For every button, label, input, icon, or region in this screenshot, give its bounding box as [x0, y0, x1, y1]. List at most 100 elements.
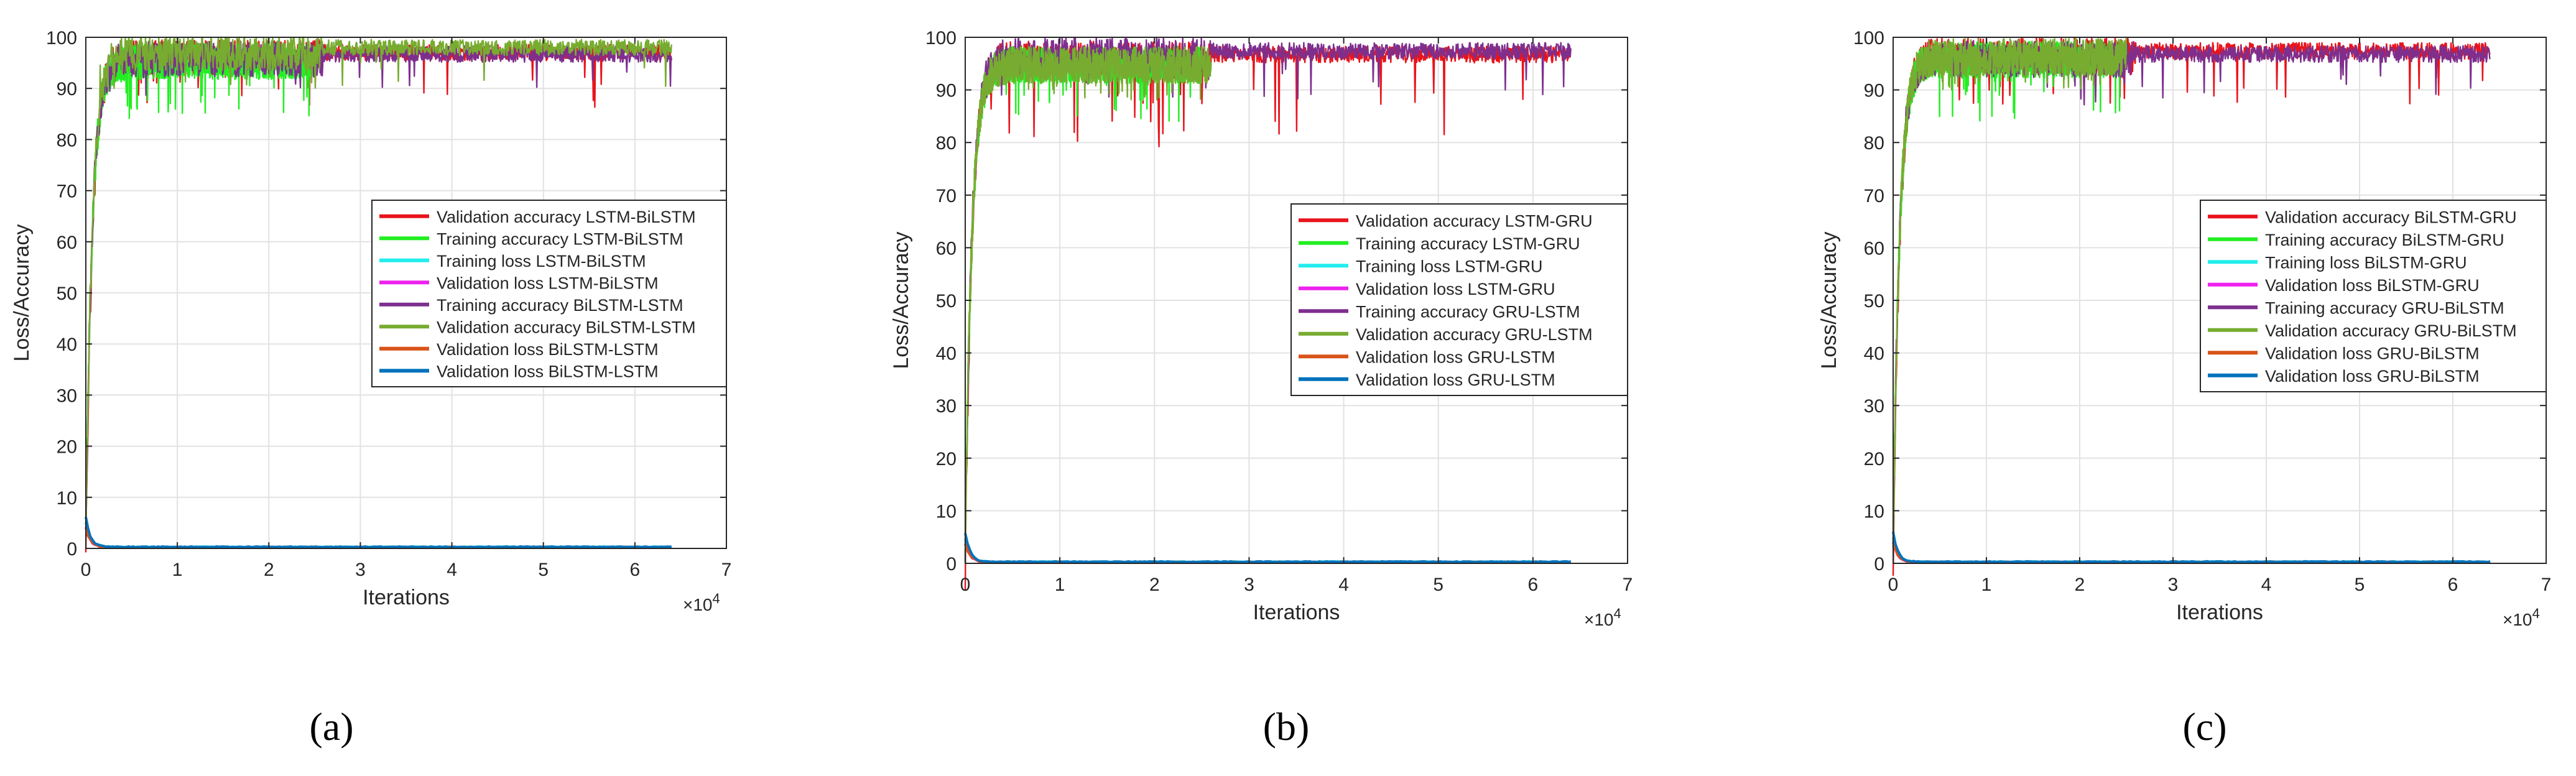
x-tick-label: 6 [1528, 575, 1539, 595]
y-axis-label: Loss/Accuracy [889, 231, 913, 369]
y-tick-label: 100 [1853, 28, 1884, 48]
x-tick-label: 2 [1149, 575, 1160, 595]
y-tick-label: 50 [936, 291, 957, 312]
x-multiplier: ×104 [2503, 606, 2540, 629]
y-tick-label: 0 [1874, 554, 1884, 575]
chart-panel-2: 0 1 2 3 4 5 6 70102030405060708090100Iterations… [889, 28, 1633, 749]
x-tick-label: 6 [2448, 575, 2458, 595]
legend-label: Validation loss BiLSTM-LSTM [437, 362, 659, 381]
panel-caption: (a) [309, 704, 353, 749]
y-tick-label: 80 [1864, 133, 1884, 154]
series-line [85, 517, 672, 549]
y-tick-label: 30 [1864, 396, 1884, 417]
x-axis-label: Iterations [1253, 601, 1340, 624]
y-tick-label: 10 [57, 488, 77, 509]
y-tick-label: 50 [1864, 291, 1884, 312]
y-axis-label: Loss/Accuracy [1817, 231, 1841, 369]
legend-label: Validation accuracy GRU-LSTM [1356, 325, 1593, 344]
legend-label: Validation loss LSTM-GRU [1356, 280, 1555, 298]
legend-label: Training accuracy GRU-LSTM [1356, 302, 1580, 321]
chart-panel-3: 0 1 2 3 4 5 6 70102030405060708090100Iterations… [1817, 28, 2551, 749]
legend-label: Training accuracy LSTM-BiLSTM [437, 229, 683, 248]
legend-label: Validation loss BiLSTM-LSTM [437, 340, 659, 359]
x-tick-label: 1 [1981, 575, 1992, 595]
x-tick-label: 1 [172, 560, 183, 580]
legend-label: Validation accuracy GRU-BiLSTM [2265, 321, 2517, 340]
x-tick-label: 1 [1055, 575, 1065, 595]
y-tick-label: 90 [1864, 81, 1884, 101]
panel-caption: (b) [1263, 704, 1310, 749]
x-tick-label: 0 [960, 575, 971, 595]
x-multiplier: ×104 [683, 591, 720, 614]
legend-label: Training loss LSTM-GRU [1356, 257, 1543, 275]
y-tick-label: 70 [1864, 186, 1884, 206]
legend-label: Validation accuracy BiLSTM-GRU [2265, 208, 2517, 226]
x-tick-label: 0 [81, 560, 91, 580]
x-tick-label: 6 [630, 560, 641, 580]
legend: Validation accuracy LSTM-GRU Training acc… [1290, 203, 1628, 396]
x-tick-label: 5 [1433, 575, 1443, 595]
legend-label: Validation loss GRU-BiLSTM [2265, 344, 2480, 363]
legend-label: Training accuracy BiLSTM-LSTM [437, 296, 683, 315]
legend-label: Training loss BiLSTM-GRU [2265, 253, 2467, 272]
panel-caption: (c) [2182, 704, 2226, 749]
y-tick-label: 40 [1864, 344, 1884, 364]
y-axis-label: Loss/Accuracy [10, 224, 34, 361]
legend-box [1290, 203, 1628, 396]
chart-panel-1: 0 1 2 3 4 5 6 70102030405060708090100Iterations… [10, 28, 731, 749]
legend-label: Validation accuracy BiLSTM-LSTM [437, 318, 696, 336]
legend-label: Validation loss GRU-LSTM [1356, 371, 1555, 389]
x-tick-label: 5 [538, 560, 549, 580]
legend-label: Validation accuracy LSTM-BiLSTM [437, 208, 696, 226]
legend-label: Validation accuracy LSTM-GRU [1356, 211, 1593, 230]
x-tick-label: 4 [2261, 575, 2272, 595]
legend-label: Validation loss LSTM-BiLSTM [437, 274, 659, 292]
y-tick-label: 90 [57, 79, 77, 99]
y-tick-label: 60 [1864, 238, 1884, 259]
y-tick-label: 80 [57, 130, 77, 150]
x-tick-label: 7 [1623, 575, 1633, 595]
x-tick-label: 3 [355, 560, 366, 580]
y-tick-label: 20 [57, 437, 77, 458]
x-tick-label: 2 [264, 560, 274, 580]
legend-box [2200, 200, 2547, 392]
x-axis-label: Iterations [2176, 601, 2263, 624]
legend-label: Training accuracy GRU-BiLSTM [2265, 298, 2504, 317]
x-multiplier: ×104 [1584, 606, 1621, 629]
y-tick-label: 20 [936, 449, 957, 469]
legend-label: Training loss LSTM-BiLSTM [437, 252, 646, 270]
x-axis-label: Iterations [363, 586, 450, 609]
y-tick-label: 40 [936, 344, 957, 364]
y-tick-label: 0 [67, 539, 77, 560]
y-tick-label: 90 [936, 81, 957, 101]
y-tick-label: 10 [936, 501, 957, 522]
legend-label: Training accuracy BiLSTM-GRU [2265, 231, 2504, 249]
y-tick-label: 30 [57, 386, 77, 406]
y-tick-label: 60 [936, 238, 957, 259]
legend: Validation accuracy BiLSTM-GRU Training a… [2200, 200, 2547, 392]
y-tick-label: 100 [46, 28, 77, 48]
x-tick-label: 2 [2075, 575, 2085, 595]
series-line [85, 36, 672, 525]
x-tick-label: 3 [1244, 575, 1254, 595]
y-tick-label: 80 [936, 133, 957, 154]
y-tick-label: 20 [1864, 449, 1884, 469]
series-line [964, 37, 1572, 562]
y-tick-label: 10 [1864, 501, 1884, 522]
y-tick-label: 60 [57, 233, 77, 253]
x-tick-label: 3 [2168, 575, 2179, 595]
x-tick-label: 7 [2541, 575, 2552, 595]
legend-label: Training accuracy LSTM-GRU [1356, 234, 1580, 253]
y-tick-label: 70 [936, 186, 957, 206]
y-tick-label: 50 [57, 284, 77, 304]
x-tick-label: 4 [447, 560, 457, 580]
x-tick-label: 5 [2355, 575, 2365, 595]
x-tick-label: 4 [1338, 575, 1349, 595]
series-line [1892, 531, 2491, 564]
legend-label: Validation loss BiLSTM-GRU [2265, 276, 2480, 295]
legend-label: Validation loss GRU-LSTM [1356, 348, 1555, 366]
y-tick-label: 30 [936, 396, 957, 417]
y-tick-label: 70 [57, 182, 77, 202]
y-tick-label: 0 [946, 554, 957, 575]
